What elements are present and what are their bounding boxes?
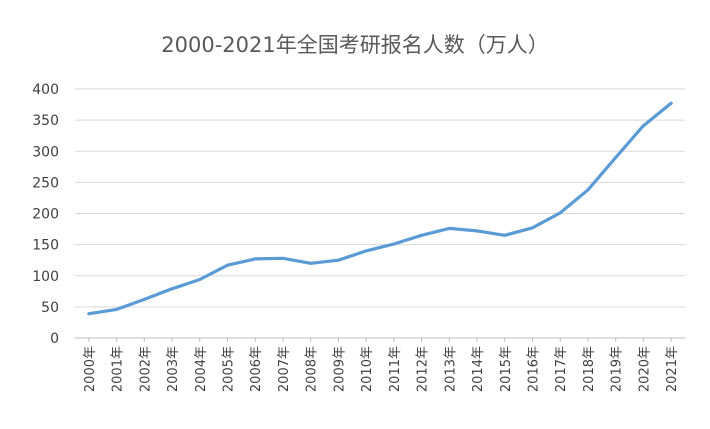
y-tick-label: 150 — [32, 238, 59, 254]
series-line — [87, 101, 673, 316]
x-tick-label: 2002年 — [138, 346, 153, 392]
data-point — [641, 124, 645, 128]
x-axis: 2000年 2001年 2002年 2003年 2004年 2005年 2006年 2007年… — [83, 338, 680, 392]
data-point — [170, 287, 174, 291]
data-point — [198, 277, 202, 281]
x-tick-label: 2012年 — [416, 346, 431, 392]
data-point — [87, 312, 91, 316]
x-tick-label: 2005年 — [222, 346, 237, 392]
x-tick-label: 2008年 — [305, 346, 320, 392]
data-point — [281, 256, 285, 260]
x-tick-label: 2020年 — [637, 346, 652, 392]
data-point — [447, 226, 451, 230]
data-point — [142, 297, 146, 301]
data-point — [392, 242, 396, 246]
y-tick-label: 300 — [32, 144, 59, 160]
y-tick-label: 250 — [32, 175, 59, 191]
data-point — [475, 229, 479, 233]
y-tick-label: 100 — [32, 269, 59, 285]
y-tick-label: 0 — [50, 331, 59, 347]
x-tick-label: 2021年 — [665, 346, 680, 392]
x-tick-label: 2011年 — [388, 346, 403, 392]
y-tick-label: 50 — [41, 300, 59, 316]
data-point — [503, 233, 507, 237]
data-point — [253, 257, 257, 261]
x-tick-label: 2014年 — [471, 346, 486, 392]
y-tick-label: 350 — [32, 113, 59, 129]
x-tick-label: 2016年 — [527, 346, 542, 392]
data-point — [226, 263, 229, 267]
data-point — [364, 249, 368, 253]
y-tick-label: 400 — [32, 82, 59, 98]
data-point — [531, 226, 534, 230]
x-tick-label: 2013年 — [443, 346, 458, 392]
y-tick-label: 200 — [32, 207, 59, 223]
chart-title: 2000-2021年全国考研报名人数（万人） — [161, 33, 548, 57]
data-point — [669, 101, 673, 105]
x-tick-label: 2004年 — [194, 346, 209, 392]
x-tick-label: 2017年 — [554, 346, 569, 392]
data-point — [336, 258, 340, 262]
data-point — [309, 261, 313, 265]
series-layer — [87, 101, 673, 316]
data-point — [420, 233, 424, 237]
x-tick-label: 2001年 — [111, 346, 126, 392]
x-tick-label: 2007年 — [277, 346, 292, 392]
x-tick-label: 2006年 — [249, 346, 264, 392]
x-tick-label: 2000年 — [83, 346, 98, 392]
data-point — [614, 155, 618, 159]
data-point — [115, 307, 119, 311]
gridlines — [75, 88, 685, 339]
x-tick-label: 2009年 — [332, 346, 347, 392]
x-tick-label: 2018年 — [582, 346, 597, 392]
x-tick-label: 2019年 — [610, 346, 625, 392]
data-point — [558, 211, 562, 215]
x-tick-label: 2015年 — [499, 346, 514, 392]
y-axis: 0 50 100 150 200 250 300 350 400 — [32, 82, 59, 347]
x-tick-label: 2003年 — [166, 346, 181, 392]
data-point — [586, 188, 590, 192]
x-tick-label: 2010年 — [360, 346, 375, 392]
